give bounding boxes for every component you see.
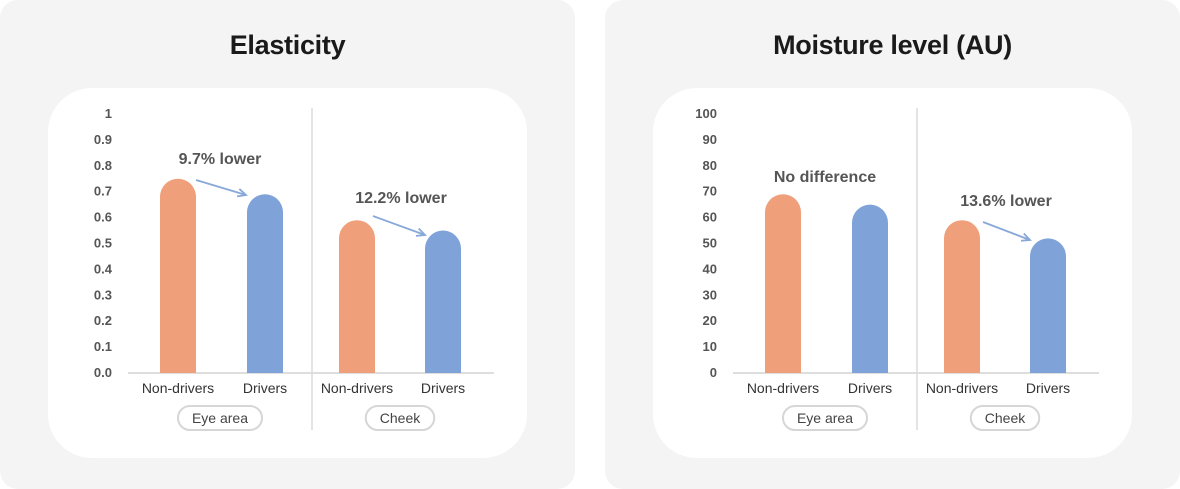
y-tick-label: 50 xyxy=(703,236,717,251)
y-tick-label: 0.2 xyxy=(94,313,112,328)
bar xyxy=(765,194,801,373)
moisture-chart: 0 10 20 30 40 50 60 70 80 90 100 Non-drivers Drivers… xyxy=(695,106,1099,431)
chart-title: Elasticity xyxy=(229,30,346,60)
y-tick-label: 0.0 xyxy=(94,365,112,380)
y-tick-label: 0.7 xyxy=(94,184,112,199)
annotation-label: No difference xyxy=(774,169,876,186)
elasticity-panel: Elasticity 0.0 0.1 0.2 0.3 0.4 0.5 0.6 0.7 0.8 0.… xyxy=(0,0,575,489)
annotation-arrow xyxy=(372,215,426,236)
x-category-label: Drivers xyxy=(243,380,287,396)
y-tick-label: 40 xyxy=(703,261,717,276)
elasticity-chart: 0.0 0.1 0.2 0.3 0.4 0.5 0.6 0.7 0.8 0.9 1 Non-drive… xyxy=(94,106,494,431)
group-label: Cheek xyxy=(380,410,421,426)
group-label: Eye area xyxy=(192,410,248,426)
group-label-pill xyxy=(176,405,264,431)
y-tick-label: 60 xyxy=(703,210,717,225)
y-tick-label: 0.8 xyxy=(94,158,112,173)
bar xyxy=(1030,238,1066,373)
bar xyxy=(160,178,196,373)
bar xyxy=(247,194,283,373)
y-tick-label: 100 xyxy=(695,106,717,121)
y-tick-label: 0.1 xyxy=(94,339,112,354)
x-category-label: Drivers xyxy=(1026,380,1070,396)
bar xyxy=(425,230,461,373)
chart-title: Moisture level (AU) xyxy=(773,30,1012,60)
y-tick-label: 0.3 xyxy=(94,287,112,302)
y-tick-label: 80 xyxy=(703,158,717,173)
annotation-label: 13.6% lower xyxy=(960,193,1052,210)
chart-card: 0.0 0.1 0.2 0.3 0.4 0.5 0.6 0.7 0.8 0.9 1 Non-drive… xyxy=(48,88,527,458)
annotation-label: 9.7% lower xyxy=(179,151,262,168)
y-tick-label: 0.4 xyxy=(94,261,113,276)
group-label-pill xyxy=(364,405,436,431)
bar xyxy=(339,220,375,373)
annotation-label: 12.2% lower xyxy=(355,190,447,207)
y-tick-label: 90 xyxy=(703,132,717,147)
bar xyxy=(852,204,888,373)
group-label: Cheek xyxy=(985,410,1026,426)
x-category-label: Non-drivers xyxy=(142,380,214,396)
y-tick-label: 70 xyxy=(703,184,717,199)
y-tick-label: 1 xyxy=(105,106,112,121)
moisture-panel: Moisture level (AU) 0 10 20 30 40 50 60 70 80 90 1… xyxy=(605,0,1180,489)
x-category-label: Non-drivers xyxy=(321,380,393,396)
y-tick-label: 0.9 xyxy=(94,132,112,147)
x-category-label: Non-drivers xyxy=(926,380,998,396)
x-category-label: Drivers xyxy=(421,380,465,396)
y-tick-label: 10 xyxy=(703,339,717,354)
bar xyxy=(944,220,980,373)
y-tick-label: 30 xyxy=(703,287,717,302)
y-tick-label: 0.6 xyxy=(94,210,112,225)
chart-card: 0 10 20 30 40 50 60 70 80 90 100 Non-drivers Drivers… xyxy=(653,88,1132,458)
y-tick-label: 0 xyxy=(710,365,717,380)
group-label-pill xyxy=(969,405,1041,431)
arrow-head xyxy=(236,188,248,198)
arrow-head xyxy=(1020,232,1032,242)
group-label: Eye area xyxy=(797,410,853,426)
x-category-label: Non-drivers xyxy=(747,380,819,396)
arrow-head xyxy=(415,227,427,237)
x-category-label: Drivers xyxy=(848,380,892,396)
annotation-arrow xyxy=(195,179,247,196)
annotation-arrow xyxy=(982,221,1031,241)
y-tick-label: 0.5 xyxy=(94,236,112,251)
y-tick-label: 20 xyxy=(703,313,717,328)
group-label-pill xyxy=(781,405,869,431)
